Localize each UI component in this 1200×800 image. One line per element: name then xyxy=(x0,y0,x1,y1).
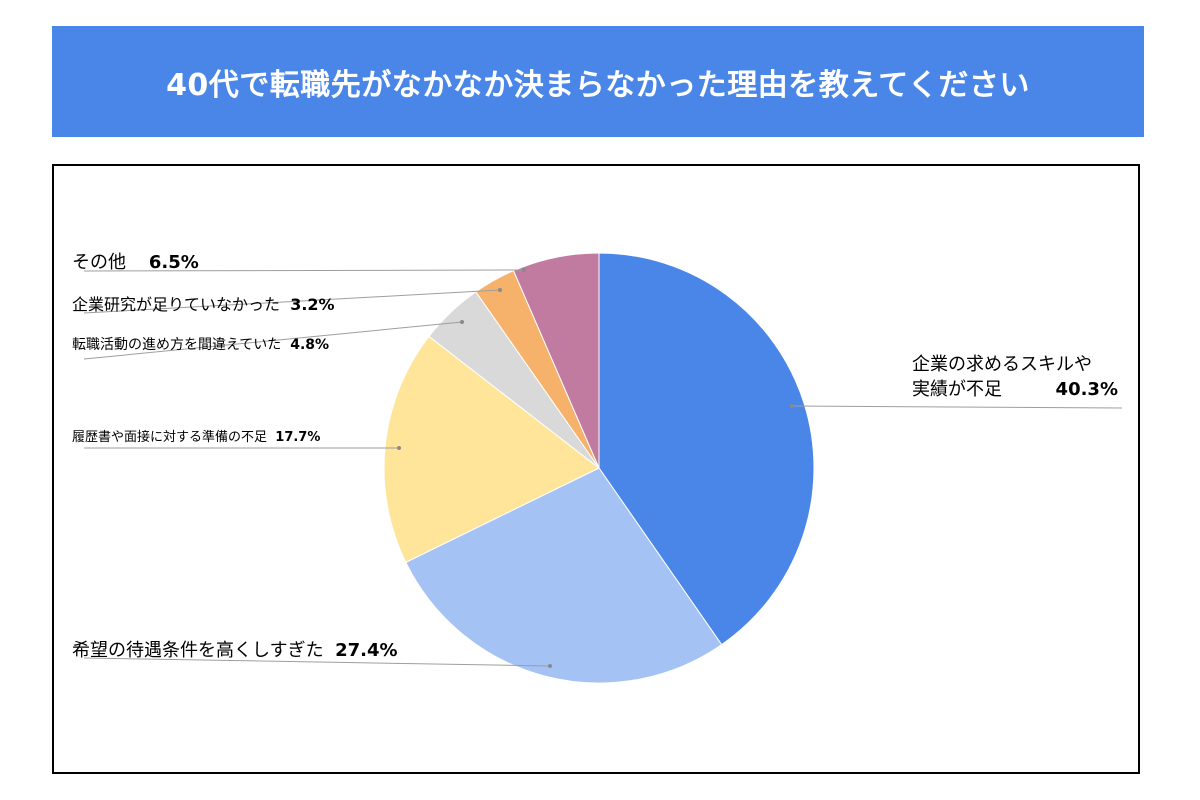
slice-label-high-expectations: 希望の待遇条件を高くしすぎた 27.4% xyxy=(72,636,398,662)
chart-title: 40代で転職先がなかなか決まらなかった理由を教えてください xyxy=(166,67,1030,103)
slice-label-company-research-text: 企業研究が足りていなかった xyxy=(72,295,281,314)
slice-label-skill-shortage: 企業の求めるスキルや 実績が不足 40.3% xyxy=(912,352,1118,402)
pie-slice-high-expectations xyxy=(405,467,723,684)
pie-slice-preparation xyxy=(383,335,600,564)
slice-label-other: その他 6.5% xyxy=(72,248,199,274)
leader-dot-wrong-approach xyxy=(460,320,464,324)
chart-frame: 企業の求めるスキルや 実績が不足 40.3% 希望の待遇条件を高くしすぎた 27… xyxy=(52,164,1140,774)
leader-dot-high-expectations xyxy=(548,664,552,668)
leader-dot-skill-shortage xyxy=(790,404,794,408)
leader-dot-company-research xyxy=(498,288,502,292)
slice-label-other-text: その他 xyxy=(72,252,126,273)
slice-label-wrong-approach-text: 転職活動の進め方を間違えていた xyxy=(72,337,282,353)
slice-value-other: 6.5% xyxy=(148,252,199,273)
pie-chart xyxy=(83,252,1123,684)
slice-label-high-expectations-text: 希望の待遇条件を高くしすぎた xyxy=(72,640,324,661)
leader-line-company-research xyxy=(83,289,501,314)
title-banner: 40代で転職先がなかなか決まらなかった理由を教えてください xyxy=(52,26,1144,137)
slice-value-wrong-approach: 4.8% xyxy=(290,337,330,353)
slice-label-preparation: 履歴書や面接に対する準備の不足 17.7% xyxy=(72,426,320,445)
slice-label-skill-shortage-line2: 実績が不足 xyxy=(912,379,1002,400)
leader-line-other xyxy=(83,269,525,272)
slice-value-skill-shortage: 40.3% xyxy=(1055,379,1118,400)
slice-label-wrong-approach: 転職活動の進め方を間違えていた 4.8% xyxy=(72,334,329,354)
slice-value-company-research: 3.2% xyxy=(290,295,335,314)
slice-label-skill-shortage-line1: 企業の求めるスキルや xyxy=(912,354,1092,375)
leader-dot-preparation xyxy=(397,446,401,450)
leader-dot-other xyxy=(522,268,526,272)
leader-line-wrong-approach xyxy=(83,321,463,360)
pie-slice-skill-shortage xyxy=(598,252,815,646)
leader-line-high-expectations xyxy=(83,657,551,667)
leader-line-skill-shortage xyxy=(791,405,1123,409)
slice-label-preparation-text: 履歴書や面接に対する準備の不足 xyxy=(72,430,268,445)
slice-value-high-expectations: 27.4% xyxy=(335,640,398,661)
pie-slice-other xyxy=(512,252,600,469)
slice-value-preparation: 17.7% xyxy=(275,430,321,445)
slice-label-company-research: 企業研究が足りていなかった 3.2% xyxy=(72,291,335,315)
